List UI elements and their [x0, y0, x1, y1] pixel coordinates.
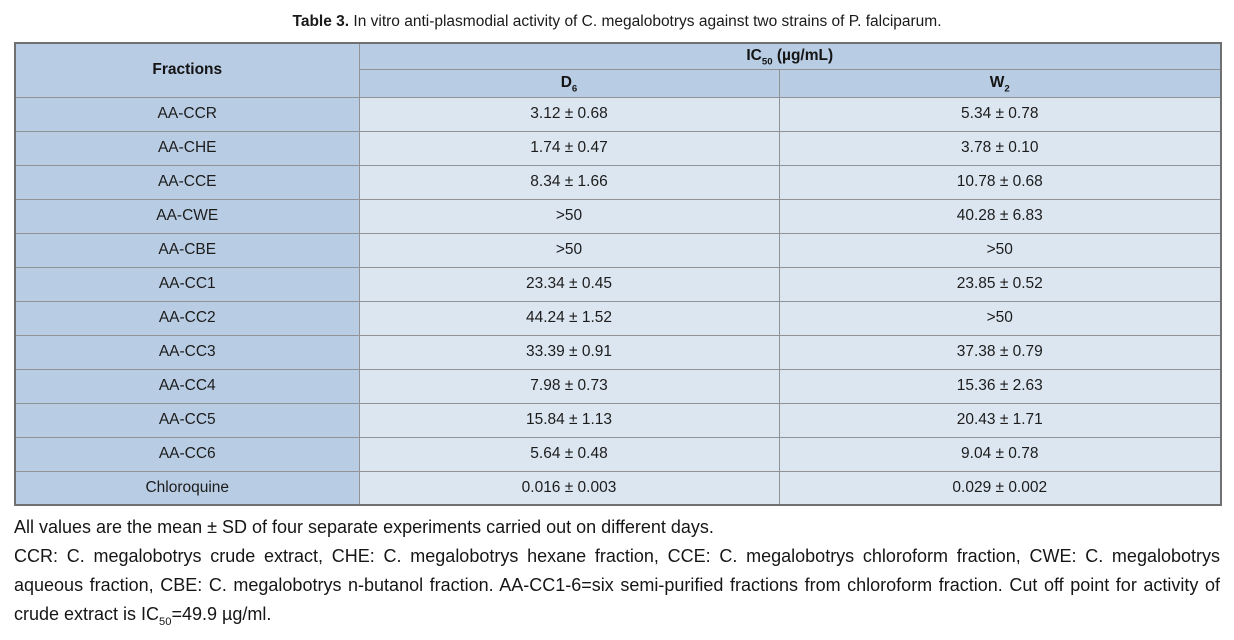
fraction-cell: AA-CC1 [14, 266, 360, 302]
footnote-mean-sd: All values are the mean ± SD of four sep… [14, 517, 714, 537]
w2-value-cell: 3.78 ± 0.10 [778, 130, 1222, 166]
fraction-cell: AA-CCE [14, 164, 360, 200]
d6-value-cell: >50 [358, 198, 780, 234]
table-caption: Table 3. In vitro anti-plasmodial activi… [14, 12, 1220, 32]
table-footnotes: All values are the mean ± SD of four sep… [14, 513, 1220, 629]
fraction-cell: AA-CC6 [14, 436, 360, 472]
table-row: AA-CHE 1.74 ± 0.47 3.78 ± 0.10 [14, 130, 1222, 166]
footnote-cutoff-value: =49.9 µg/ml. [171, 604, 272, 624]
table-row: AA-CC4 7.98 ± 0.73 15.36 ± 2.63 [14, 368, 1222, 404]
table-row: AA-CCE 8.34 ± 1.66 10.78 ± 0.68 [14, 164, 1222, 200]
d6-value-cell: 33.39 ± 0.91 [358, 334, 780, 370]
w2-subscript: 2 [1004, 83, 1010, 95]
table-row: AA-CC1 23.34 ± 0.45 23.85 ± 0.52 [14, 266, 1222, 302]
d6-value-cell: 15.84 ± 1.13 [358, 402, 780, 438]
w2-label: W [989, 74, 1005, 91]
w2-value-cell: 5.34 ± 0.78 [778, 96, 1222, 132]
w2-value-cell: >50 [778, 232, 1222, 268]
fraction-cell: AA-CC3 [14, 334, 360, 370]
ic50-group-header: IC50 (µg/mL) [358, 42, 1222, 70]
header-row-top: Fractions IC50 (µg/mL) [14, 42, 1222, 98]
fraction-cell: AA-CWE [14, 198, 360, 234]
w2-value-cell: 15.36 ± 2.63 [778, 368, 1222, 404]
fractions-column-header: Fractions [14, 42, 360, 98]
w2-value-cell: 10.78 ± 0.68 [778, 164, 1222, 200]
d6-subscript: 6 [571, 83, 578, 95]
w2-column-header: W2 [778, 68, 1222, 98]
fraction-cell: AA-CBE [14, 232, 360, 268]
footnote-abbreviations-text: CCR: C. megalobotrys crude extract, CHE:… [14, 546, 1220, 624]
d6-value-cell: >50 [358, 232, 780, 268]
table-row: AA-CWE >50 40.28 ± 6.83 [14, 198, 1222, 234]
table-caption-text: In vitro anti-plasmodial activity of C. … [353, 13, 942, 30]
fraction-cell: AA-CC4 [14, 368, 360, 404]
table-row: AA-CBE >50 >50 [14, 232, 1222, 268]
d6-label: D [560, 74, 572, 91]
footnote-ic50-subscript: 50 [159, 616, 172, 629]
ic50-unit: (µg/mL) [772, 47, 834, 65]
w2-value-cell: 9.04 ± 0.78 [778, 436, 1222, 472]
d6-value-cell: 3.12 ± 0.68 [358, 96, 780, 132]
fraction-cell: AA-CC5 [14, 402, 360, 438]
table-row: Chloroquine 0.016 ± 0.003 0.029 ± 0.002 [14, 470, 1222, 506]
table-row: AA-CC5 15.84 ± 1.13 20.43 ± 1.71 [14, 402, 1222, 438]
table-row: AA-CCR 3.12 ± 0.68 5.34 ± 0.78 [14, 96, 1222, 132]
table-row: AA-CC3 33.39 ± 0.91 37.38 ± 0.79 [14, 334, 1222, 370]
w2-value-cell: 37.38 ± 0.79 [778, 334, 1222, 370]
d6-column-header: D6 [358, 68, 780, 98]
header-row-strains: D6 W2 [15, 68, 1222, 98]
table-row: AA-CC6 5.64 ± 0.48 9.04 ± 0.78 [14, 436, 1222, 472]
d6-value-cell: 0.016 ± 0.003 [358, 470, 780, 506]
table-caption-label: Table 3. [292, 13, 350, 30]
fraction-cell: AA-CCR [14, 96, 360, 132]
footnote-abbreviations: CCR: C. megalobotrys crude extract, CHE:… [14, 542, 1220, 629]
w2-value-cell: 23.85 ± 0.52 [778, 266, 1222, 302]
w2-value-cell: >50 [778, 300, 1222, 336]
results-table: Fractions IC50 (µg/mL) D6 W2 AA-CCR 3.12… [14, 42, 1223, 506]
d6-value-cell: 7.98 ± 0.73 [358, 368, 780, 404]
fraction-cell: AA-CC2 [14, 300, 360, 336]
w2-value-cell: 20.43 ± 1.71 [778, 402, 1222, 438]
d6-value-cell: 8.34 ± 1.66 [358, 164, 780, 200]
d6-value-cell: 44.24 ± 1.52 [358, 300, 780, 336]
ic50-label: IC [746, 47, 762, 65]
d6-value-cell: 23.34 ± 0.45 [358, 266, 780, 302]
fraction-cell: AA-CHE [14, 130, 360, 166]
fraction-cell: Chloroquine [14, 470, 360, 506]
ic50-subscript: 50 [761, 56, 773, 68]
w2-value-cell: 40.28 ± 6.83 [778, 198, 1222, 234]
w2-value-cell: 0.029 ± 0.002 [778, 470, 1222, 506]
table-row: AA-CC2 44.24 ± 1.52 >50 [14, 300, 1222, 336]
d6-value-cell: 1.74 ± 0.47 [358, 130, 780, 166]
d6-value-cell: 5.64 ± 0.48 [358, 436, 780, 472]
